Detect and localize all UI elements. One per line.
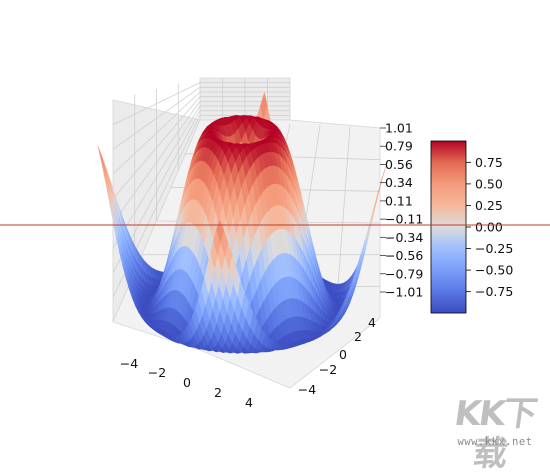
colorbar-tick-label: −0.75 — [475, 284, 513, 299]
y-tick-label: 0 — [339, 347, 347, 362]
y-tick-label: −4 — [298, 382, 316, 397]
y-tick-label: −2 — [319, 362, 337, 377]
z-tick-label: −1.01 — [385, 285, 423, 300]
x-tick-label: 0 — [183, 375, 191, 390]
x-tick-label: 4 — [245, 395, 253, 410]
watermark-url: www.kkx.net — [457, 436, 533, 448]
colorbar-tick-label: 0.25 — [475, 198, 503, 213]
watermark-logo: KK下载 — [451, 394, 539, 474]
z-tick-label: −0.11 — [385, 212, 423, 227]
y-tick-label: 4 — [368, 315, 376, 330]
axis-ticks: −4−2024−4−20241.010.790.560.340.11−0.11−… — [120, 121, 424, 411]
x-tick-label: −2 — [148, 365, 166, 380]
colorbar-tick-label: 0.00 — [475, 220, 503, 235]
colorbar-gradient — [430, 140, 467, 314]
colorbar: 0.75 0.50 0.25 0.00 −0.25 −0.50 −0.75 — [430, 140, 513, 314]
colorbar-ticks: 0.75 0.50 0.25 0.00 −0.25 −0.50 −0.75 — [466, 155, 513, 299]
x-tick-label: 2 — [214, 385, 222, 400]
z-tick-label: −0.34 — [385, 230, 423, 245]
colorbar-tick-label: −0.25 — [475, 241, 513, 256]
z-tick-label: 0.11 — [385, 193, 413, 208]
colorbar-tick-label: 0.50 — [475, 176, 503, 191]
z-tick-label: 0.34 — [385, 175, 413, 190]
surface-plot — [97, 91, 387, 354]
surface-facet — [97, 146, 106, 173]
y-tick-label: 2 — [354, 329, 362, 344]
z-tick-label: −0.79 — [385, 266, 423, 281]
z-tick-label: 1.01 — [385, 121, 413, 136]
z-tick-label: 0.56 — [385, 157, 413, 172]
colorbar-tick-label: −0.50 — [475, 263, 513, 278]
colorbar-tick-label: 0.75 — [475, 155, 503, 170]
watermark: KK下载 www.kkx.net — [440, 392, 550, 474]
x-tick-label: −4 — [120, 356, 138, 371]
z-tick-label: 0.79 — [385, 139, 413, 154]
figure-canvas: −4−2024−4−20241.010.790.560.340.11−0.11−… — [0, 77, 550, 411]
z-tick-label: −0.56 — [385, 248, 423, 263]
